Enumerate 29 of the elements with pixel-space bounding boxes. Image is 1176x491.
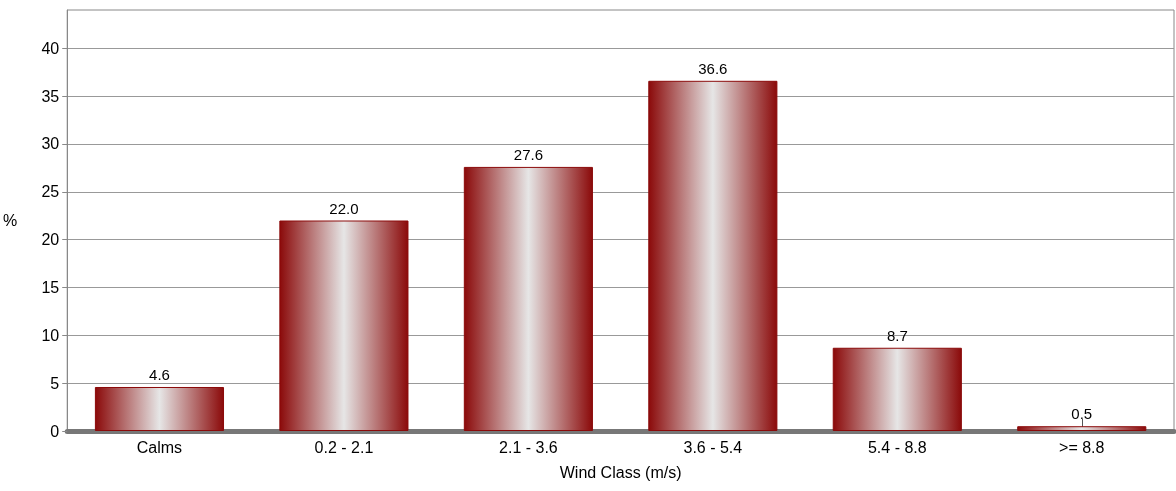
- data-label: 36.6: [698, 59, 728, 77]
- x-tick-label: 0.2 - 2.1: [314, 438, 374, 456]
- x-tick-label: 5.4 - 8.8: [867, 438, 927, 456]
- data-label: 27.6: [513, 145, 543, 163]
- x-tick-label: 2.1 - 3.6: [499, 438, 558, 456]
- y-tick-label: 35: [41, 87, 60, 105]
- bar: [279, 220, 409, 431]
- bar: [648, 80, 778, 431]
- y-tick-label: 40: [41, 39, 60, 57]
- y-tick-label: 5: [50, 374, 60, 392]
- y-axis-title: %: [2, 212, 18, 229]
- data-label: 8.7: [886, 326, 908, 344]
- data-label: 4.6: [149, 365, 170, 383]
- y-tick-label: 10: [41, 326, 60, 344]
- x-tick-label: >= 8.8: [1059, 438, 1105, 456]
- x-tick-label: 3.6 - 5.4: [683, 438, 743, 456]
- y-tick-label: 30: [41, 135, 60, 153]
- data-label: 0.5: [1071, 405, 1093, 423]
- bar: [1017, 426, 1147, 431]
- data-label: 22.0: [329, 199, 359, 217]
- bar: [94, 386, 225, 431]
- bar: [832, 347, 962, 431]
- x-axis-title: Wind Class (m/s): [559, 463, 682, 481]
- bar: [463, 166, 593, 431]
- y-tick-label: 15: [41, 278, 60, 296]
- x-tick-label: Calms: [136, 438, 183, 456]
- y-tick-label: 20: [41, 231, 60, 249]
- y-tick-label: 25: [41, 183, 60, 201]
- y-tick-label: 0: [50, 422, 60, 440]
